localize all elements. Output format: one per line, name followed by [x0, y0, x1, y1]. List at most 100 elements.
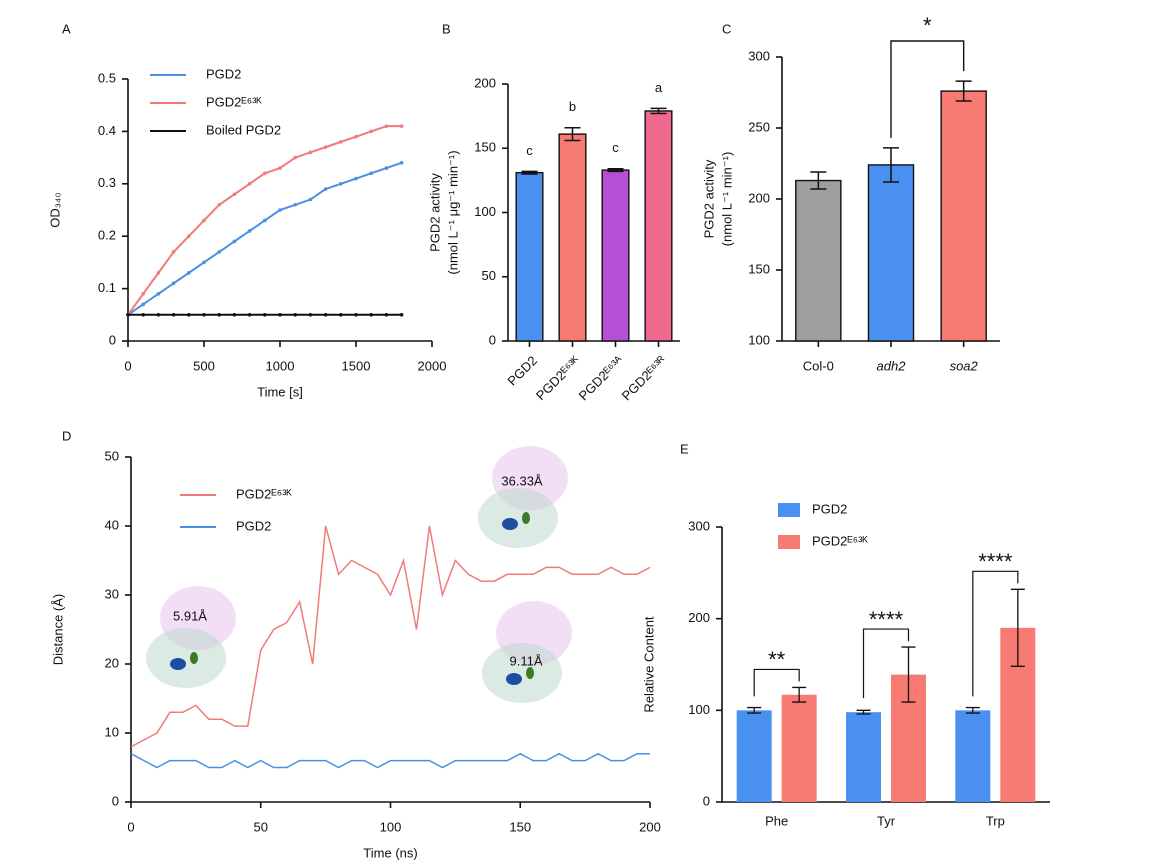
error-bar — [810, 171, 827, 190]
error-bar — [521, 170, 538, 175]
bar — [795, 179, 842, 342]
panel-label: E — [680, 441, 689, 456]
y-tick-label: 150 — [474, 140, 496, 155]
y-tick-label: 0 — [109, 332, 116, 347]
y-tick-label: 0 — [112, 793, 119, 808]
line-marker — [187, 313, 191, 317]
line-marker — [323, 313, 328, 317]
x-tick-label: 1000 — [266, 358, 295, 373]
y-tick-label: 0 — [703, 793, 710, 808]
bar — [601, 169, 630, 342]
legend-swatch — [778, 503, 800, 517]
data-line — [127, 161, 402, 316]
bar — [781, 694, 817, 802]
significance-label: **** — [978, 549, 1013, 574]
significance-bracket — [972, 570, 1019, 697]
significance-bracket — [862, 628, 910, 699]
legend-swatch — [778, 535, 800, 549]
protein-blob — [146, 628, 226, 688]
y-tick-label: 20 — [105, 655, 119, 670]
protein-blob — [190, 652, 198, 664]
line-marker — [399, 124, 404, 128]
y-axis-label: (nmol L⁻¹ min⁻¹) — [719, 152, 734, 247]
x-tick-label: adh2 — [877, 358, 907, 373]
x-tick-label: Tyr — [877, 813, 896, 828]
y-tick-label: 100 — [688, 702, 710, 717]
significance-bracket — [753, 668, 800, 697]
significance-label: ** — [768, 647, 786, 672]
x-tick-label: 0 — [124, 358, 131, 373]
line-marker — [187, 271, 191, 275]
line-marker — [217, 202, 221, 207]
y-tick-label: 0.5 — [98, 70, 116, 85]
line-marker — [156, 292, 161, 296]
bar — [558, 133, 587, 342]
line-marker — [384, 124, 389, 128]
panel-label: A — [62, 21, 71, 36]
bar — [644, 110, 673, 342]
error-bar — [747, 706, 762, 714]
line-marker — [171, 313, 176, 317]
panel-label: C — [722, 21, 731, 36]
legend-label: Boiled PGD2 — [206, 122, 281, 137]
bar — [736, 710, 772, 802]
x-tick-label: Phe — [765, 813, 788, 828]
line-marker — [217, 250, 221, 254]
line-marker — [263, 171, 267, 176]
line-marker — [156, 313, 161, 317]
y-tick-label: 30 — [105, 586, 119, 601]
line-marker — [308, 197, 313, 202]
line-marker — [156, 271, 161, 275]
protein-blob — [502, 518, 518, 530]
significance-bracket — [890, 40, 965, 138]
panel-label: D — [62, 428, 71, 443]
significance-label: **** — [869, 607, 904, 632]
y-tick-label: 100 — [474, 204, 496, 219]
x-tick-label: 50 — [254, 819, 268, 834]
error-bar — [965, 706, 980, 714]
protein-blob — [522, 512, 530, 524]
line-marker — [384, 166, 389, 170]
x-tick-label: PGD2ᴱ⁶³ᴷ — [533, 353, 583, 403]
y-tick-label: 50 — [482, 268, 496, 283]
line-marker — [278, 166, 282, 170]
bar — [955, 710, 991, 802]
x-tick-label: Col-0 — [803, 358, 834, 373]
error-bar — [901, 646, 916, 703]
x-tick-label: soa2 — [950, 358, 979, 373]
bar — [515, 171, 544, 342]
y-tick-label: 50 — [105, 448, 119, 463]
protein-blob — [526, 667, 534, 679]
line-marker — [171, 250, 176, 254]
error-bar — [955, 80, 972, 102]
annotation: 36.33Å — [501, 473, 543, 488]
y-tick-label: 10 — [105, 724, 119, 739]
x-axis-label: Time (ns) — [363, 845, 417, 860]
significance-label: * — [923, 13, 932, 38]
y-axis-label: (nmol L⁻¹ μg⁻¹ min⁻¹) — [445, 150, 460, 274]
line-marker — [369, 313, 374, 317]
x-tick-label: 0 — [127, 819, 134, 834]
line-marker — [384, 313, 389, 317]
line-marker — [232, 313, 237, 317]
error-bar — [564, 126, 581, 142]
x-tick-label: PGD2ᴱ⁶³ᴬ — [576, 353, 626, 403]
legend-label: PGD2ᴱ⁶³ᴷ — [236, 486, 292, 501]
y-tick-label: 0.1 — [98, 280, 116, 295]
data-line — [130, 525, 651, 748]
y-tick-label: 250 — [748, 119, 770, 134]
line-marker — [323, 187, 328, 191]
line-marker — [399, 313, 404, 317]
line-marker — [171, 281, 176, 286]
error-bar — [792, 686, 807, 703]
y-tick-label: 300 — [688, 518, 710, 533]
line-marker — [141, 292, 145, 296]
x-tick-label: 1500 — [342, 358, 371, 373]
group-letter: c — [526, 143, 533, 158]
protein-blob — [170, 658, 186, 670]
protein-blob — [506, 673, 522, 685]
error-bar — [856, 709, 871, 715]
line-marker — [232, 239, 237, 244]
line-marker — [141, 302, 145, 307]
